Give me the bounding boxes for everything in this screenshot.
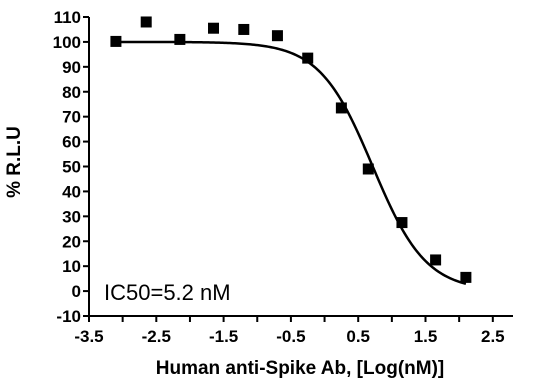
data-point — [208, 22, 220, 34]
data-point — [396, 217, 408, 229]
y-tick-label: 60 — [62, 133, 81, 152]
data-point — [110, 35, 122, 47]
y-tick-label: 100 — [53, 33, 81, 52]
x-tick-label: -0.5 — [276, 327, 305, 346]
y-tick-label: 10 — [62, 257, 81, 276]
x-tick-label: -1.5 — [209, 327, 238, 346]
data-point — [238, 23, 250, 35]
y-tick-label: 0 — [72, 282, 81, 301]
fit-curve — [115, 40, 467, 286]
x-tick-label: -3.5 — [74, 327, 103, 346]
data-point — [140, 16, 152, 28]
x-tick-label: 2.5 — [481, 327, 505, 346]
y-tick-label: 20 — [62, 232, 81, 251]
y-tick-label: 80 — [62, 83, 81, 102]
y-tick-label: 30 — [62, 207, 81, 226]
plot-area: -10 0 10 20 30 40 50 60 70 80 90 100 110 -3.5 -2.5 -1.5… — [53, 8, 513, 346]
data-point — [362, 163, 374, 175]
data-point — [174, 33, 186, 45]
data-point — [271, 30, 283, 42]
x-tick-label: 0.5 — [346, 327, 370, 346]
y-tick-label: 110 — [54, 8, 81, 27]
y-tick-label: 50 — [62, 158, 81, 177]
x-tick-label: -2.5 — [142, 327, 171, 346]
x-axis-title: Human anti-Spike Ab, [Log(nM)] — [156, 358, 445, 379]
y-axis-title: % R.L.U — [4, 126, 25, 198]
x-tick-label: 1.5 — [414, 327, 438, 346]
data-point — [302, 52, 314, 64]
data-point — [430, 254, 442, 266]
data-point — [460, 271, 472, 283]
y-tick-label: 40 — [62, 182, 81, 201]
ic50-annotation: IC50=5.2 nM — [104, 280, 231, 305]
y-tick-label: 90 — [62, 58, 81, 77]
y-tick-label: 70 — [62, 108, 81, 127]
y-tick-label: -10 — [56, 307, 81, 326]
data-point — [335, 102, 347, 114]
